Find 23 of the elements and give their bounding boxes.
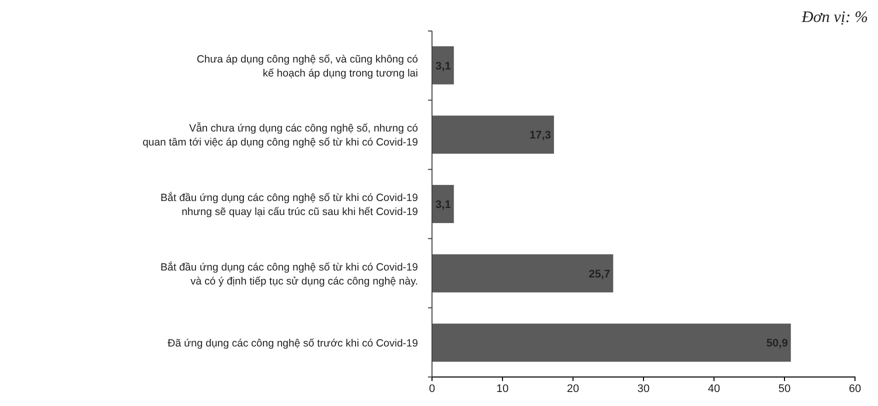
bar: [432, 324, 791, 362]
x-tick-label: 30: [637, 382, 650, 395]
x-tick-label: 40: [708, 382, 720, 395]
data-label: 25,7: [588, 268, 610, 280]
y-tick-label: Bắt đầu ứng dụng các công nghệ số từ khi có Covid-19 nhưng sẽ quay lại cấu trúc cũ sau khi hết Covid-19: [160, 191, 418, 218]
x-tick-label: 20: [566, 382, 580, 395]
text: Đơn vị: %: [800, 9, 868, 26]
bar: [432, 254, 614, 292]
y-tick-label: Vẫn chưa ứng dụng các công nghệ số, nhưng có quan tâm tới việc áp dụng công nghệ số từ khi có Covid-19: [142, 122, 418, 149]
data-label: 3,1: [436, 60, 451, 72]
bar: [432, 184, 454, 224]
x-tick-label: 0: [428, 382, 436, 395]
y-tick-label: Chưa áp dụng công nghệ số, và cũng không có kế hoạch áp dụng trong tương lai: [196, 53, 418, 80]
bar: [432, 46, 454, 84]
y-tick-label: Đã ứng dụng các công nghệ số trước khi có Covid-19: [168, 338, 418, 350]
data-label: 50,9: [766, 338, 788, 350]
data-label: 3,1: [436, 199, 451, 211]
x-tick-label: 10: [496, 382, 509, 395]
y-tick-label: Bắt đầu ứng dụng các công nghệ số từ khi có Covid-19 và có ý định tiếp tục sử dụng các công nghệ này.: [160, 260, 418, 288]
data-label: 17,3: [530, 130, 551, 142]
bar: [432, 116, 554, 154]
x-tick-label: 60: [848, 382, 862, 395]
x-tick-label: 50: [778, 382, 791, 395]
